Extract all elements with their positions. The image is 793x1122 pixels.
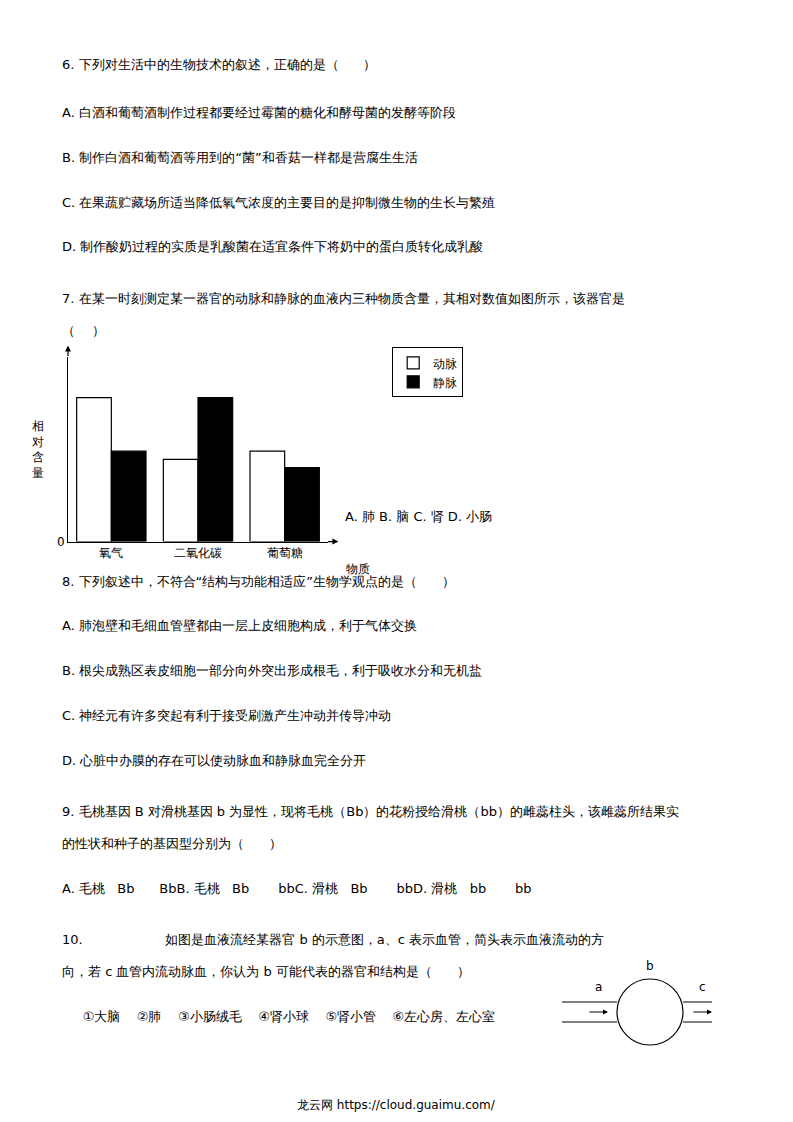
svg-text:向，若 c 血管内流动脉血，你认为 b 可能代表的器官和结构: 向，若 c 血管内流动脉血，你认为 b 可能代表的器官和结构是（ ） (62, 964, 470, 979)
svg-text:A. 肺 B. 脑 C. 肾 D. 小肠: A. 肺 B. 脑 C. 肾 D. 小肠 (345, 509, 492, 524)
svg-text:D. 心脏中办膜的存在可以使动脉血和静脉血完全分开: D. 心脏中办膜的存在可以使动脉血和静脉血完全分开 (62, 753, 366, 768)
svg-text:动脉: 动脉 (433, 357, 457, 371)
svg-text:葡萄糖: 葡萄糖 (267, 546, 303, 560)
svg-text:A. 肺泡壁和毛细血管壁都由一层上皮细胞构成，利于气体交换: A. 肺泡壁和毛细血管壁都由一层上皮细胞构成，利于气体交换 (62, 618, 417, 633)
svg-text:8. 下列叙述中，不符合“结构与功能相适应”生物学观点的是（: 8. 下列叙述中，不符合“结构与功能相适应”生物学观点的是（ ） (62, 574, 455, 589)
svg-text:①大脑 ②肺 ③小肠绒毛 ④肾小球: ①大脑 ②肺 ③小肠绒毛 ④肾小球 ⑤肾小管 ⑥左心房、左心室 (62, 1009, 495, 1024)
svg-text:B. 根尖成熟区表皮细胞一部分向外突出形成根毛，利于吸收水分: B. 根尖成熟区表皮细胞一部分向外突出形成根毛，利于吸收水分和无机盐 (62, 663, 482, 678)
svg-text:A. 毛桃 Bb BbB. 毛桃 Bb: A. 毛桃 Bb BbB. 毛桃 Bb bbC. 滑桃 Bb bbD. 滑桃 b… (62, 881, 532, 896)
svg-text:氧气: 氧气 (99, 546, 123, 560)
svg-text:C. 在果蔬贮藏场所适当降低氧气浓度的主要目的是抑制微生物的: C. 在果蔬贮藏场所适当降低氧气浓度的主要目的是抑制微生物的生长与繁殖 (62, 195, 495, 210)
svg-text:A. 白酒和葡萄酒制作过程都要经过霉菌的糖化和酵母菌的发酵等: A. 白酒和葡萄酒制作过程都要经过霉菌的糖化和酵母菌的发酵等阶段 (62, 105, 456, 120)
svg-text:（ ）: （ ） (62, 323, 105, 338)
svg-text:静脉: 静脉 (433, 376, 457, 390)
svg-text:D. 制作酸奶过程的实质是乳酸菌在适宜条件下将奶中的蛋白质转: D. 制作酸奶过程的实质是乳酸菌在适宜条件下将奶中的蛋白质转化成乳酸 (62, 239, 483, 254)
svg-text:相对含量: 相对含量 (32, 419, 44, 480)
svg-text:c: c (699, 980, 706, 994)
svg-text:的性状和种子的基因型分别为（ ）: 的性状和种子的基因型分别为（ ） (62, 836, 282, 851)
svg-text:9. 毛桃基因 B 对滑桃基因 b 为显性，现将毛桃（Bb）: 9. 毛桃基因 B 对滑桃基因 b 为显性，现将毛桃（Bb）的花粉授给滑桃（bb… (62, 804, 679, 819)
svg-text:二氧化碳: 二氧化碳 (174, 546, 222, 560)
svg-text:龙云网 https://cloud.guaimu.com/: 龙云网 https://cloud.guaimu.com/ (297, 1098, 496, 1112)
svg-text:物质: 物质 (346, 562, 370, 576)
svg-text:6. 下列对生活中的生物技术的叙述，正确的是（ ）: 6. 下列对生活中的生物技术的叙述，正确的是（ ） (62, 57, 376, 72)
svg-text:7. 在某一时刻测定某一器官的动脉和静脉的血液内三种物质含量: 7. 在某一时刻测定某一器官的动脉和静脉的血液内三种物质含量，其相对数值如图所示… (62, 291, 625, 306)
svg-text:0: 0 (57, 535, 65, 549)
svg-text:b: b (646, 959, 654, 973)
svg-text:a: a (595, 980, 602, 994)
svg-text:10. 如图是血液流经: 10. 如图是血液流经某器官 b 的示意图，a、c 表示血管，简头表示血液流动的… (62, 932, 604, 947)
svg-text:B. 制作白酒和葡萄酒等用到的“菌”和香菇一样都是营腐生生活: B. 制作白酒和葡萄酒等用到的“菌”和香菇一样都是营腐生生活 (62, 150, 418, 165)
svg-text:C. 神经元有许多突起有利于接受刷激产生冲动并传导冲动: C. 神经元有许多突起有利于接受刷激产生冲动并传导冲动 (62, 708, 391, 723)
